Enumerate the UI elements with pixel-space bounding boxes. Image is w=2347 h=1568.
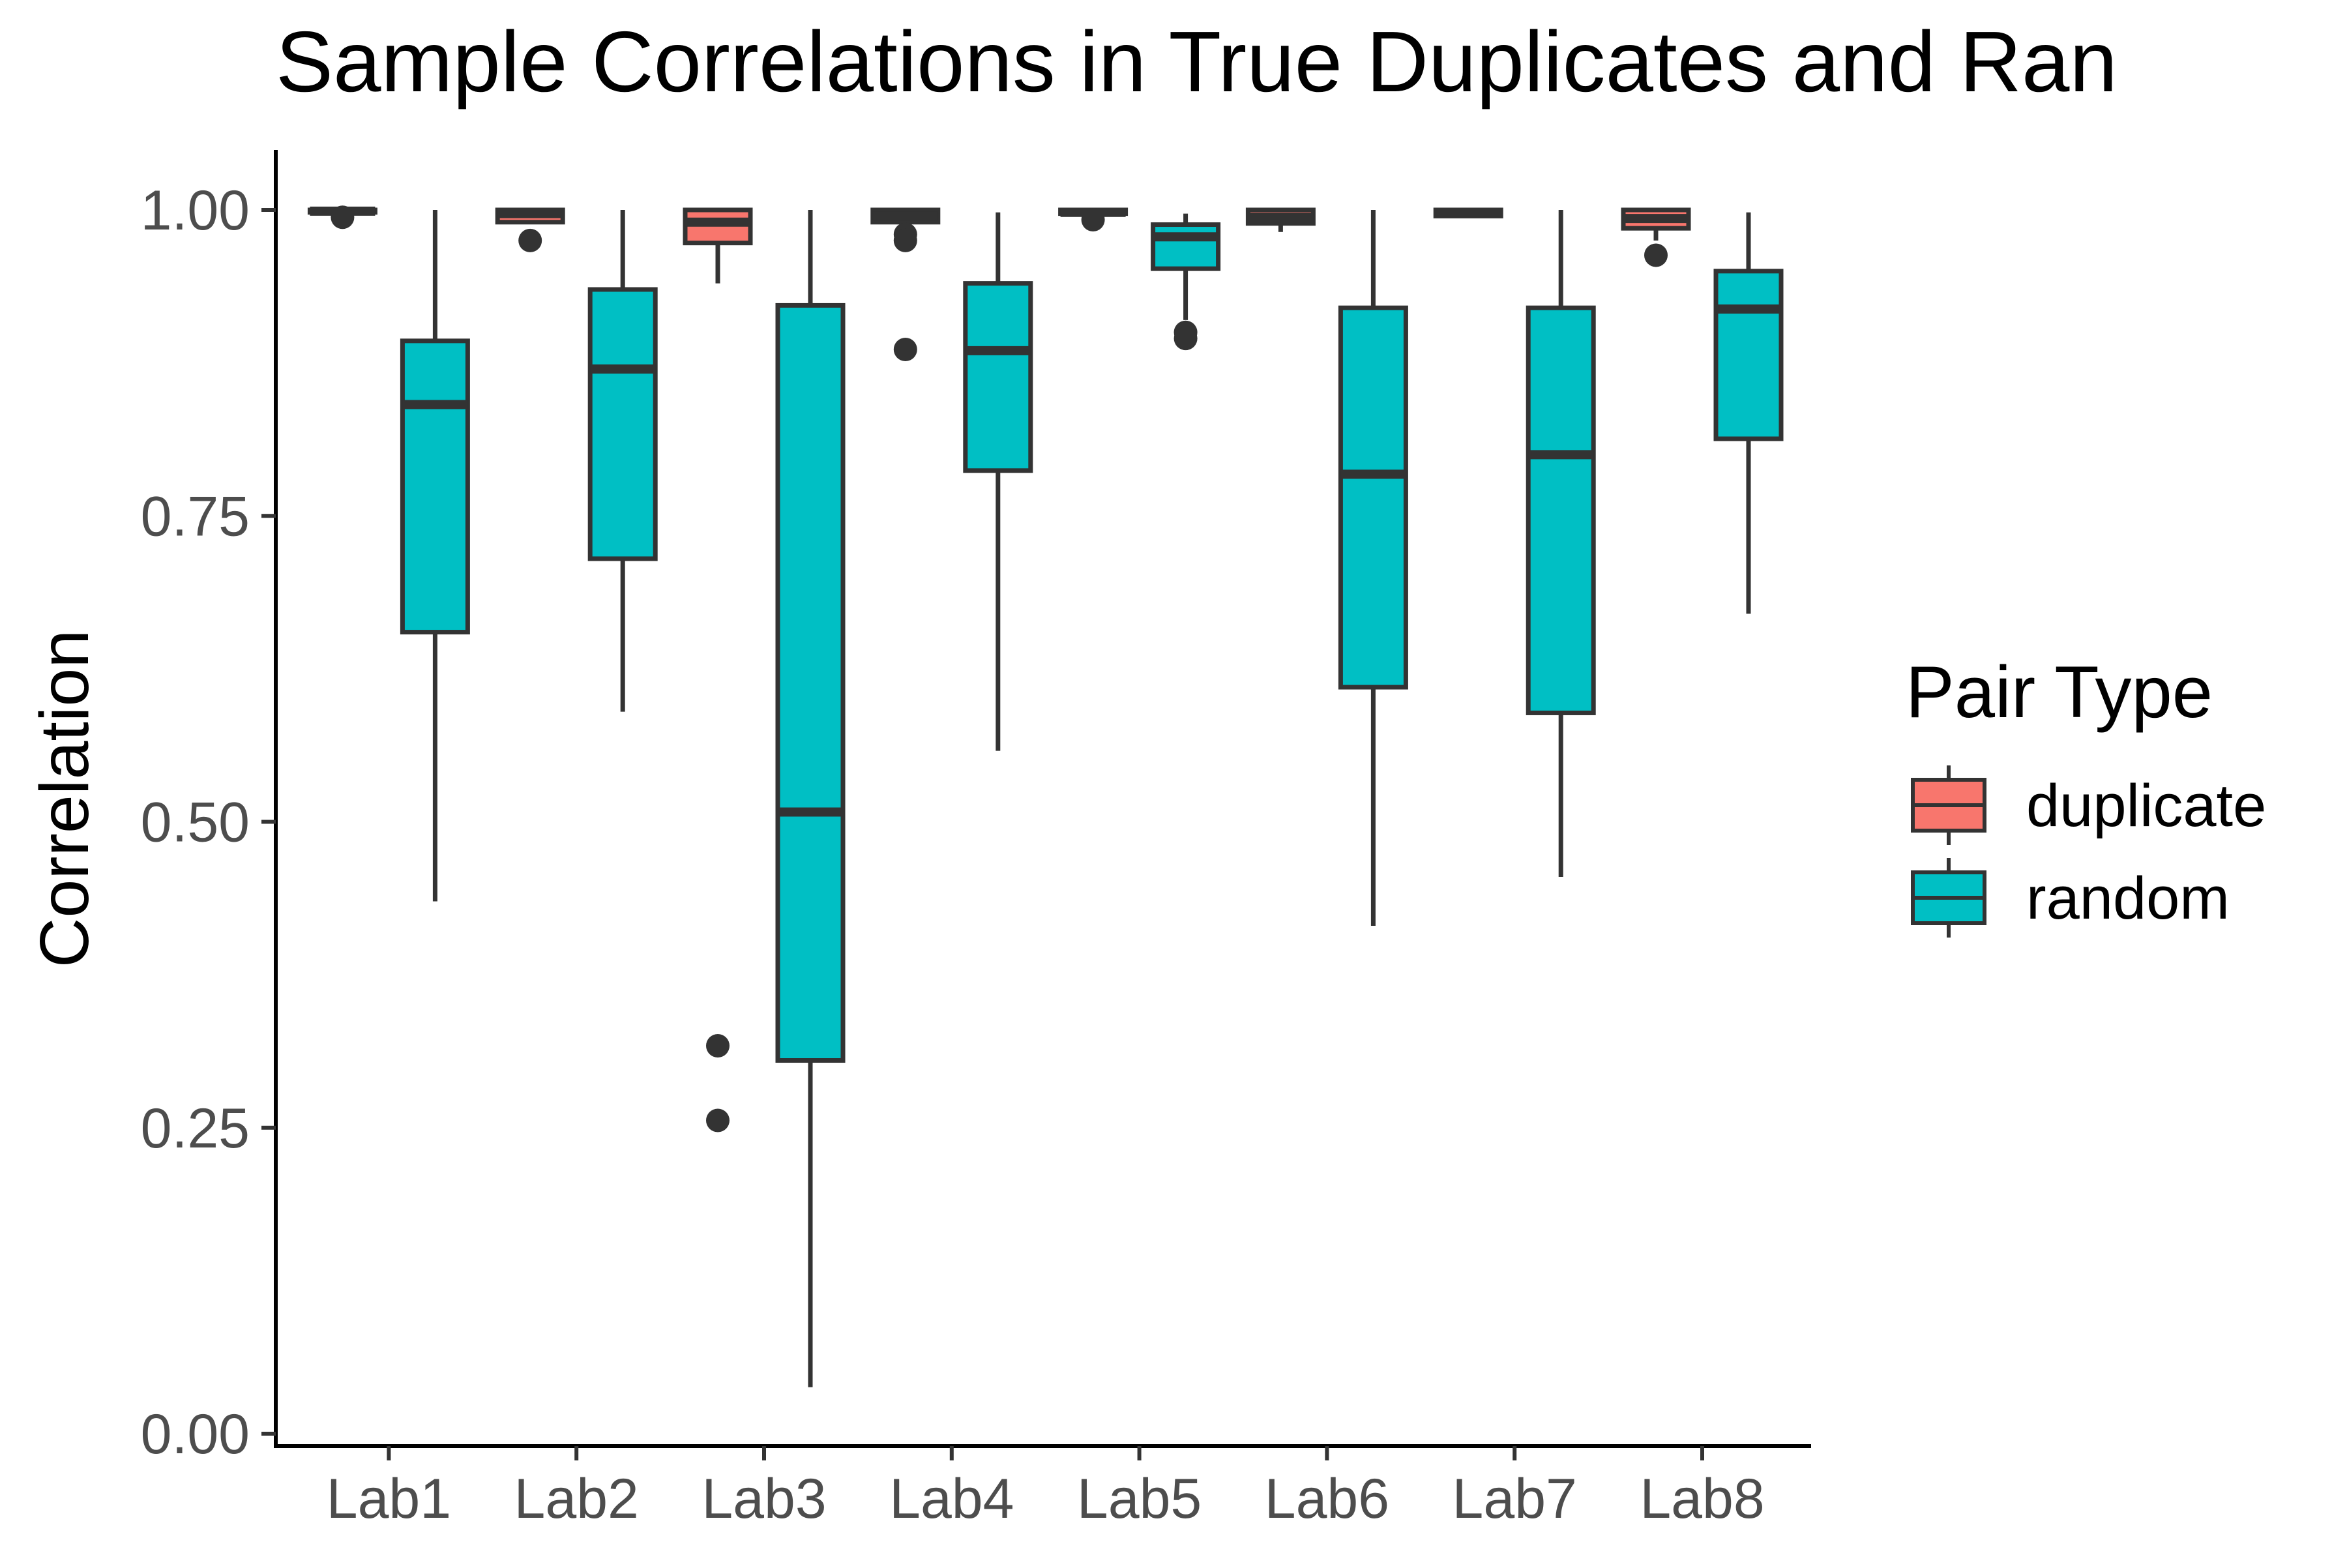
box-body — [1713, 269, 1784, 441]
legend-key-duplicate — [1911, 765, 1986, 845]
box-body — [963, 281, 1033, 473]
box-duplicate-lab7 — [1433, 207, 1503, 218]
legend-label-duplicate: duplicate — [2026, 773, 2266, 839]
box-body — [1151, 222, 1221, 271]
box-duplicate-lab6 — [1245, 207, 1316, 232]
x-tick-label: Lab1 — [327, 1468, 451, 1530]
legend-key-random — [1911, 858, 1986, 938]
outlier-point — [893, 228, 917, 252]
legend-label-random: random — [2026, 865, 2230, 932]
y-tick-label: 0.25 — [141, 1097, 250, 1160]
box-duplicate-lab3 — [683, 207, 753, 1132]
outlier-point — [1174, 327, 1198, 351]
box-body — [775, 303, 846, 1063]
box-random-lab3 — [775, 210, 846, 1387]
box-duplicate-lab5 — [1058, 207, 1129, 232]
outlier-point — [706, 1033, 730, 1058]
y-tick-label: 0.50 — [141, 791, 250, 854]
axes: 0.00 0.25 0.50 0.75 1.00 Lab1 Lab2 Lab3 Lab4 Lab5… — [141, 150, 1811, 1530]
box-random-lab6 — [1338, 210, 1408, 926]
box-body — [400, 338, 470, 635]
y-tick-label: 0.00 — [141, 1403, 250, 1466]
x-tick-label: Lab2 — [514, 1468, 639, 1530]
box-random-lab4 — [963, 212, 1033, 751]
box-body — [1338, 305, 1408, 690]
plot-area — [307, 205, 1784, 1387]
x-tick-label: Lab4 — [889, 1468, 1014, 1530]
legend-title: Pair Type — [1906, 651, 2213, 733]
box-duplicate-lab2 — [495, 207, 565, 252]
x-tick-label: Lab5 — [1077, 1468, 1202, 1530]
x-tick-label: Lab3 — [701, 1468, 826, 1530]
y-axis-label: Correlation — [26, 630, 103, 968]
box-body — [587, 287, 658, 561]
outlier-point — [1644, 243, 1668, 267]
box-duplicate-lab1 — [307, 205, 377, 229]
box-random-lab7 — [1526, 210, 1596, 877]
outlier-point — [706, 1108, 730, 1132]
box-random-lab1 — [400, 210, 470, 902]
box-random-lab2 — [587, 210, 658, 712]
box-random-lab8 — [1713, 212, 1784, 614]
legend: Pair Type duplicate random — [1906, 651, 2266, 938]
outlier-point — [331, 205, 355, 229]
x-tick-label: Lab7 — [1453, 1468, 1577, 1530]
outlier-point — [1081, 208, 1105, 232]
outlier-point — [893, 337, 917, 361]
outlier-point — [518, 228, 542, 252]
x-tick-label: Lab6 — [1265, 1468, 1389, 1530]
box-random-lab5 — [1151, 213, 1221, 351]
x-tick-label: Lab8 — [1640, 1468, 1764, 1530]
y-tick-label: 0.75 — [141, 485, 250, 548]
box-duplicate-lab4 — [870, 207, 941, 361]
box-duplicate-lab8 — [1621, 207, 1691, 267]
y-tick-label: 1.00 — [141, 179, 250, 242]
box-body — [1526, 305, 1596, 715]
chart-title: Sample Correlations in True Duplicates a… — [276, 14, 2118, 110]
